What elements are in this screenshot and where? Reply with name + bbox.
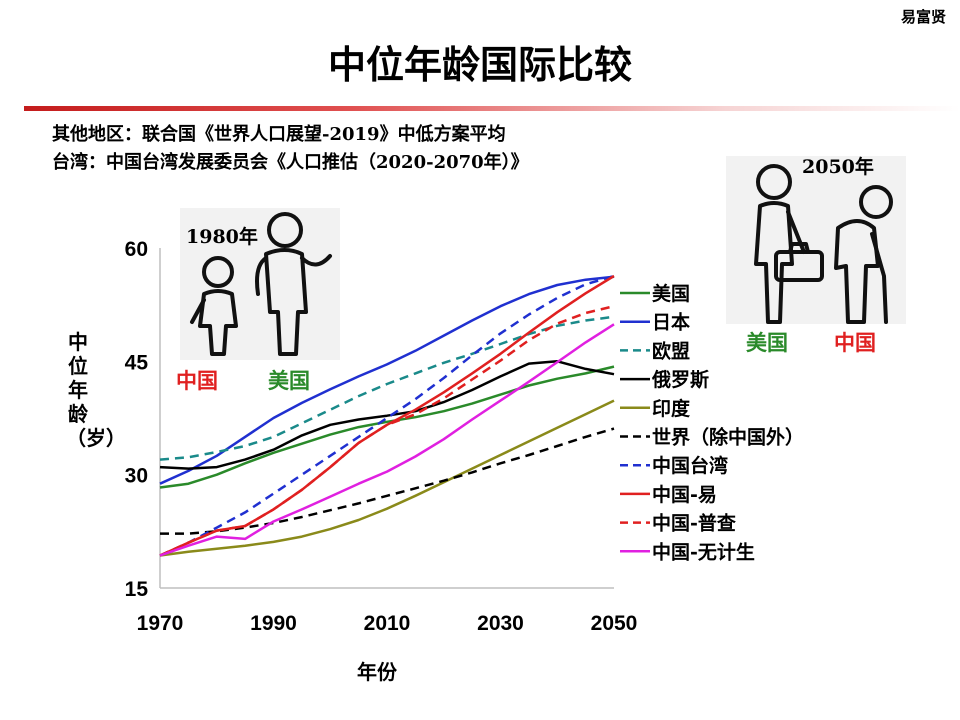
x-tick-label: 1990 [250,612,297,635]
series-line-5 [159,399,615,557]
source-note-1: 其他地区：联合国《世界人口展望-2019》中低方案平均 [52,124,506,145]
y-tick-label: 30 [125,465,148,488]
page-title: 中位年龄国际比较 [327,43,632,87]
y-tick-label: 60 [125,238,148,261]
series-line-10 [159,323,615,557]
series-line-6 [160,427,615,535]
title-divider [24,106,960,111]
left-illustration-label-usa: 美国 [268,369,310,393]
legend-label: 世界（除中国外） [652,426,804,449]
y-tick-label: 45 [125,351,149,374]
legend-label: 印度 [652,397,691,420]
legend-label: 中国台湾 [652,454,728,477]
series-line-2 [159,275,615,485]
x-tick-label: 2030 [477,612,524,635]
left-illustration-year: 1980年 [186,226,258,248]
right-illustration-year: 2050年 [802,156,874,178]
y-tick-label: 15 [125,578,149,601]
author-label: 易富贤 [900,8,946,26]
series-line-7 [159,274,615,557]
series-line-9 [159,304,615,557]
illustration-1980 [180,208,340,360]
legend-label: 中国-普查 [652,512,737,535]
source-note-2: 台湾：中国台湾发展委员会《人口推估（2020-2070年）》 [52,152,529,173]
legend-label: 欧盟 [652,339,690,362]
legend-label: 日本 [652,311,690,334]
series-line-1 [159,365,615,489]
x-tick-label: 2010 [364,612,411,635]
series-line-3 [159,315,615,461]
right-illustration-label-china: 中国 [834,331,876,355]
x-tick-label: 1970 [137,612,184,635]
legend-label: 美国 [652,282,690,305]
x-axis-label: 年份 [357,660,397,684]
legend-label: 中国-无计生 [652,540,755,563]
illustration-2050 [726,156,906,324]
series-line-4 [159,360,615,470]
legend-label: 中国-易 [652,483,717,506]
right-illustration-label-usa: 美国 [746,331,788,355]
x-tick-label: 2050 [591,612,638,635]
left-illustration-label-china: 中国 [176,369,218,393]
legend-label: 俄罗斯 [651,368,709,391]
